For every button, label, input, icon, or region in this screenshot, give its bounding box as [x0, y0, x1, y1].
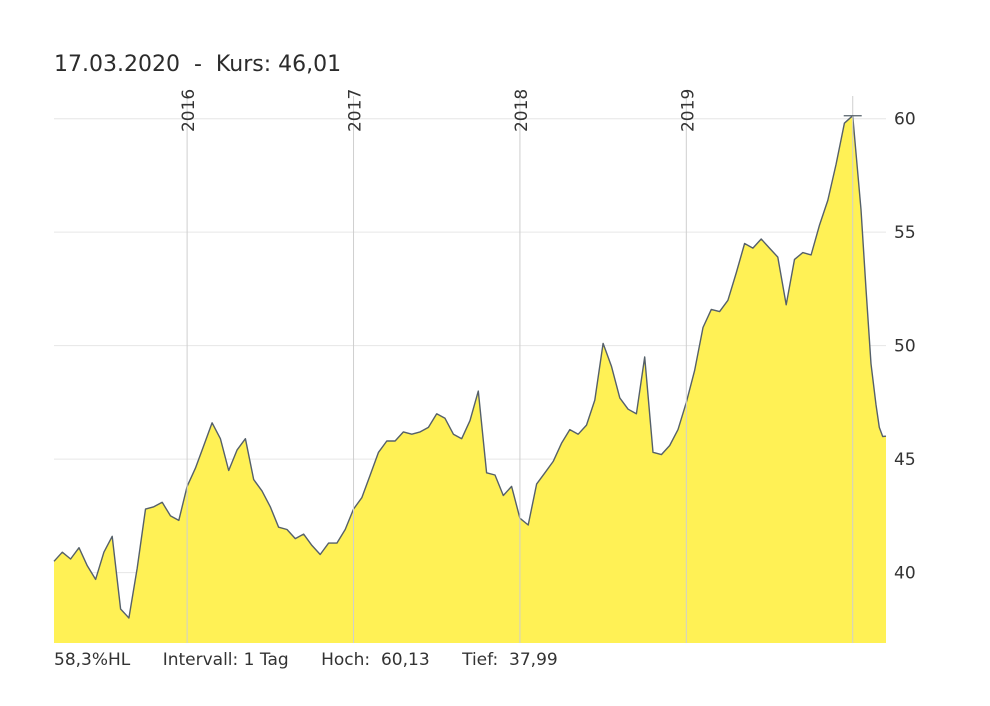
- kurs-value: 46,01: [278, 52, 342, 77]
- hl-value: 58,3%HL: [54, 650, 131, 670]
- chart-footer: 58,3%HL Intervall: 1 Tag Hoch: 60,13 Tie…: [54, 650, 558, 670]
- year-tick-label: 2016: [179, 89, 199, 132]
- tief-label: Tief:: [462, 650, 499, 670]
- year-tick-label: 2017: [346, 89, 366, 132]
- tief-value: 37,99: [509, 650, 558, 670]
- interval-value: 1 Tag: [243, 650, 289, 670]
- year-tick-label: 2019: [678, 89, 698, 132]
- hoch-label: Hoch:: [321, 650, 371, 670]
- y-tick-label: 40: [894, 564, 916, 584]
- header-separator: -: [193, 52, 202, 77]
- price-area: [54, 115, 886, 643]
- kurs-label: Kurs:: [215, 52, 272, 77]
- y-tick-label: 55: [894, 223, 916, 243]
- y-tick-label: 60: [894, 110, 916, 130]
- chart-header: 17.03.2020 - Kurs: 46,01: [54, 52, 341, 77]
- hoch-value: 60,13: [380, 650, 430, 670]
- y-tick-label: 45: [894, 450, 916, 470]
- y-tick-label: 50: [894, 337, 916, 357]
- price-line: [53, 115, 887, 619]
- year-tick-label: 2018: [512, 89, 532, 132]
- interval-label: Intervall:: [162, 650, 239, 670]
- date-label: 17.03.2020: [54, 52, 180, 77]
